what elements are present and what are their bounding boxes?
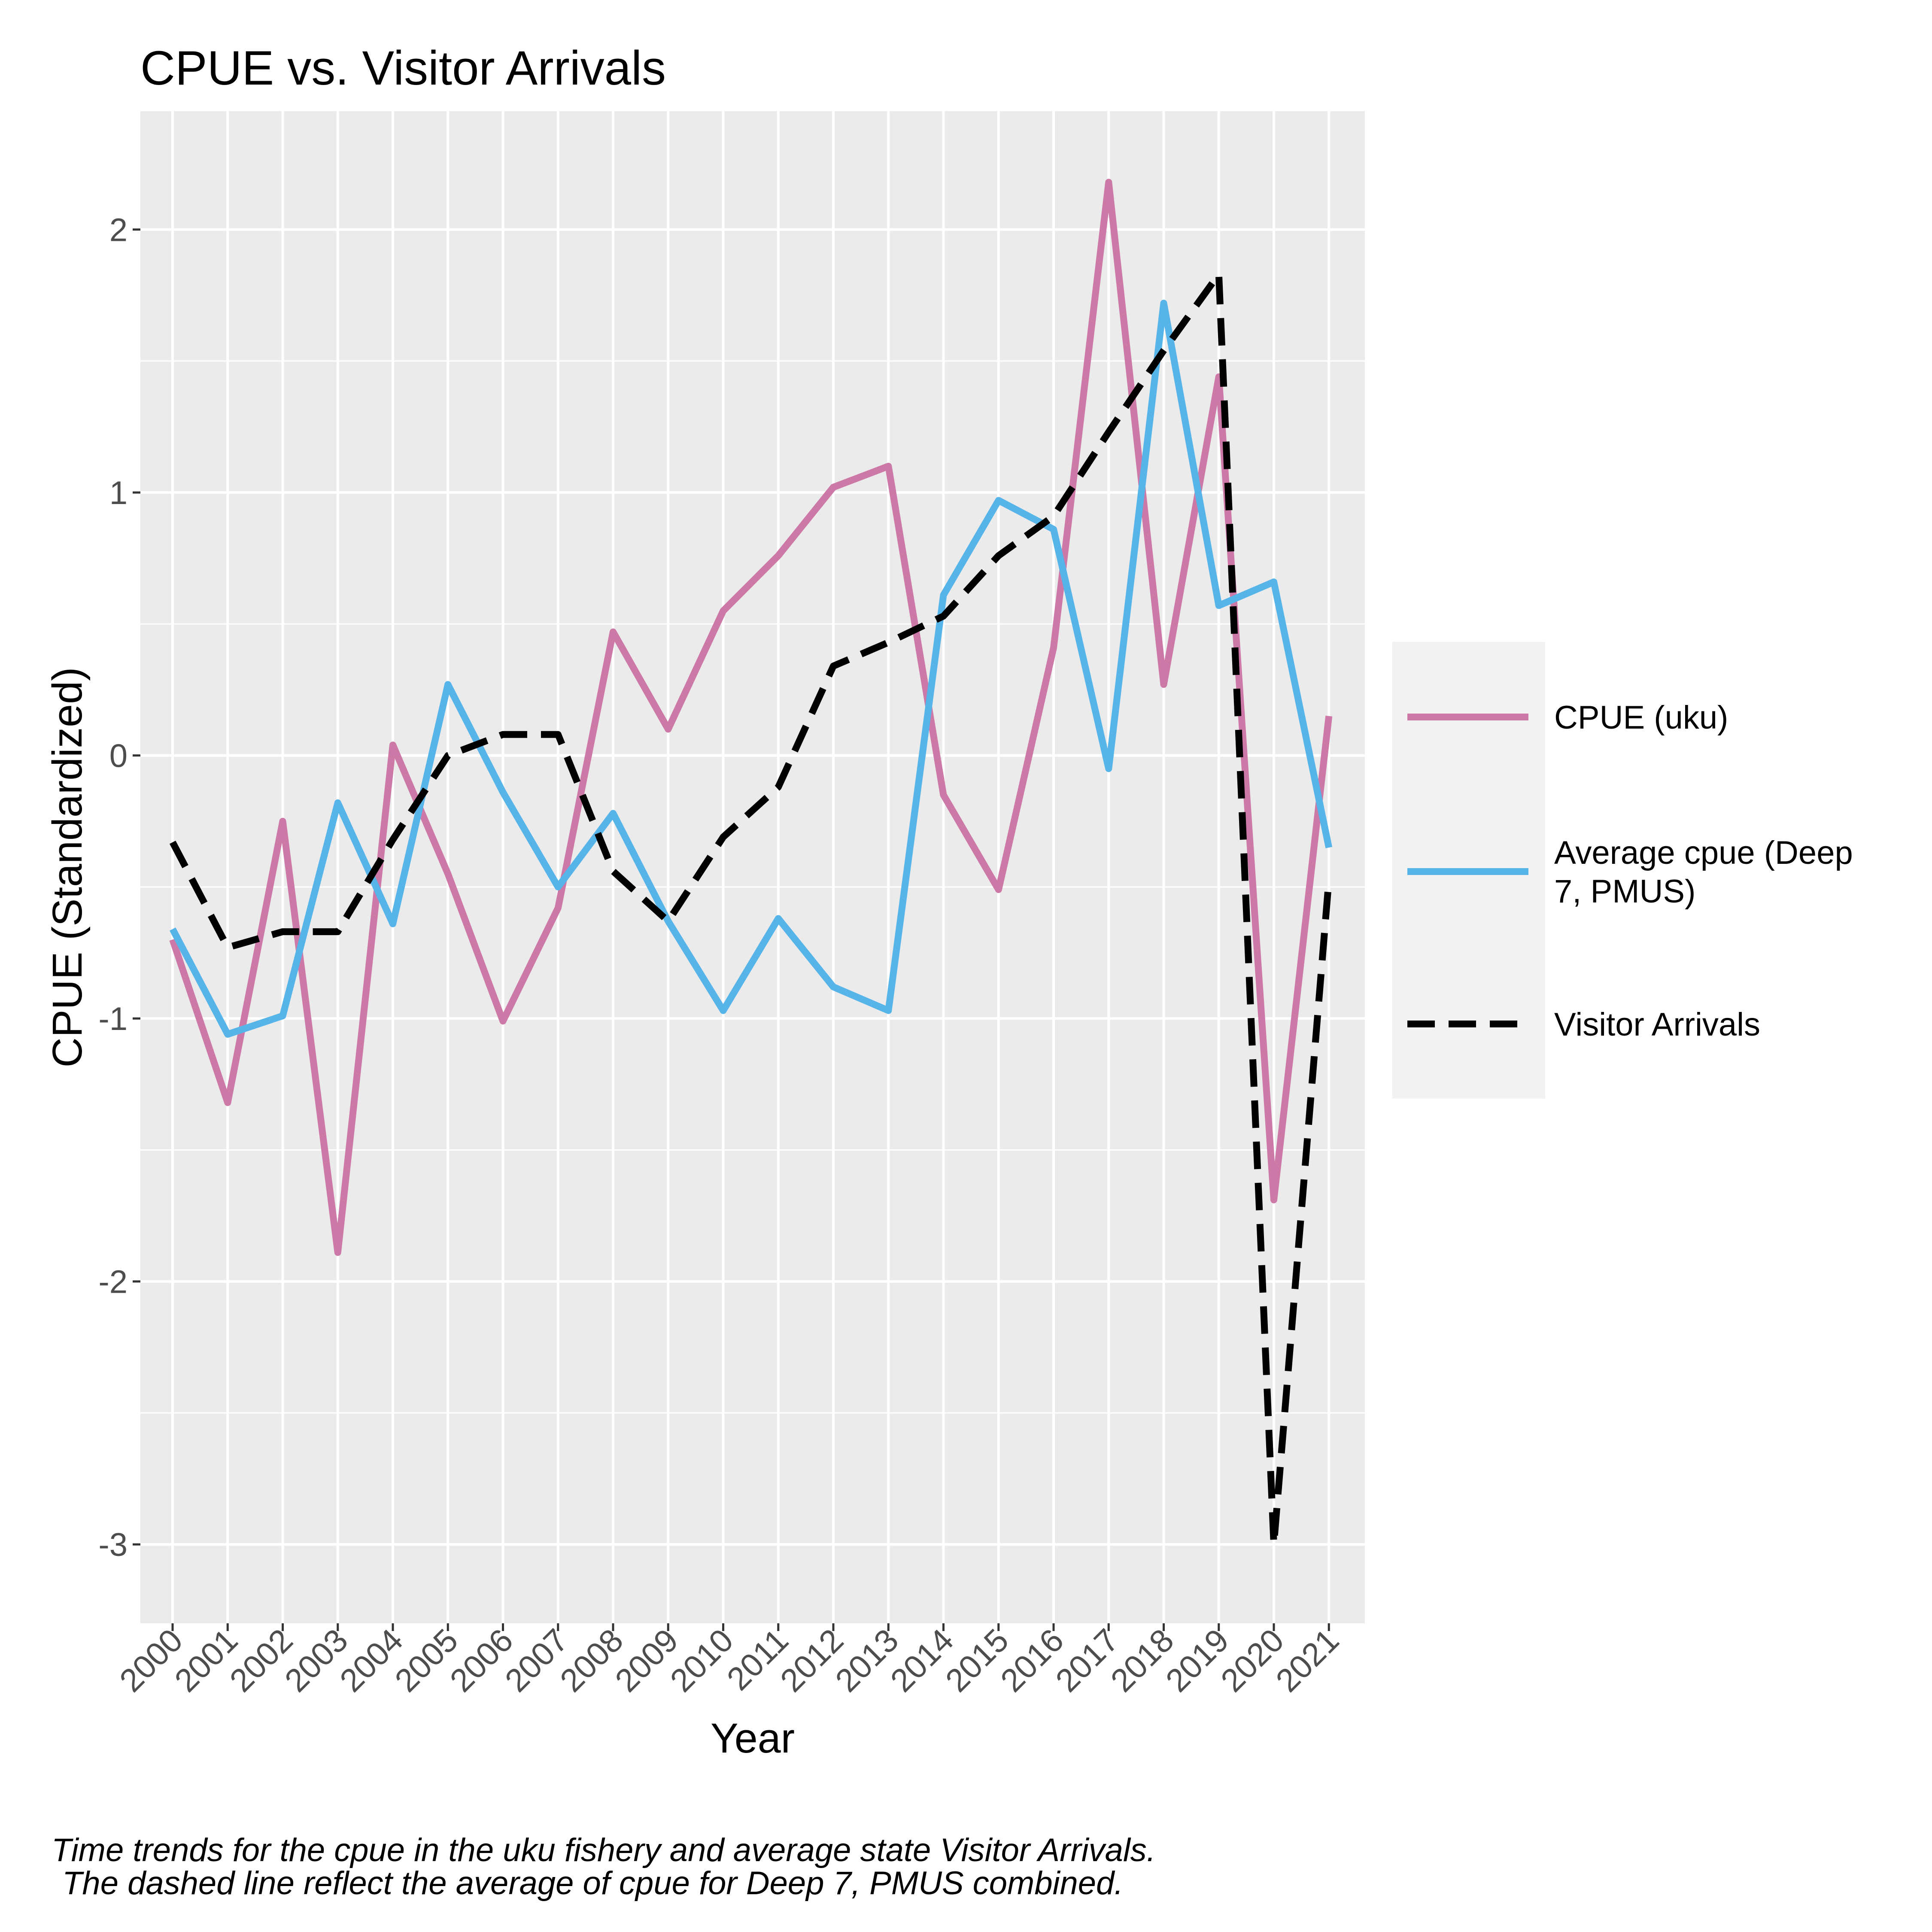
y-axis-label: CPUE (Standardized) bbox=[44, 667, 91, 1068]
y-tick-label: 1 bbox=[109, 475, 128, 511]
legend-label-1: CPUE (uku) bbox=[1554, 699, 1728, 736]
caption-line-1: Time trends for the cpue in the uku fish… bbox=[52, 1832, 1156, 1868]
y-tick-label: 0 bbox=[109, 738, 128, 775]
y-tick-label: 2 bbox=[109, 212, 128, 249]
series-layer bbox=[169, 179, 1333, 1548]
caption-line-2: The dashed line reflect the average of c… bbox=[62, 1865, 1123, 1902]
x-axis-label: Year bbox=[711, 1715, 795, 1762]
y-tick-label: -2 bbox=[98, 1264, 128, 1300]
y-tick-label: -3 bbox=[98, 1527, 128, 1563]
series-line-1 bbox=[169, 179, 1333, 1256]
plot-panel bbox=[140, 111, 1365, 1623]
chart-title: CPUE vs. Visitor Arrivals bbox=[140, 41, 666, 95]
gridlines bbox=[140, 111, 1365, 1623]
legend-label-2: Average cpue (Deep bbox=[1554, 835, 1853, 871]
legend-label-3: Visitor Arrivals bbox=[1554, 1006, 1760, 1043]
y-tick-label: -1 bbox=[98, 1001, 128, 1037]
legend-label-2: 7, PMUS) bbox=[1554, 873, 1695, 910]
series-line-2 bbox=[169, 300, 1333, 1038]
series-line-3 bbox=[169, 270, 1333, 1548]
